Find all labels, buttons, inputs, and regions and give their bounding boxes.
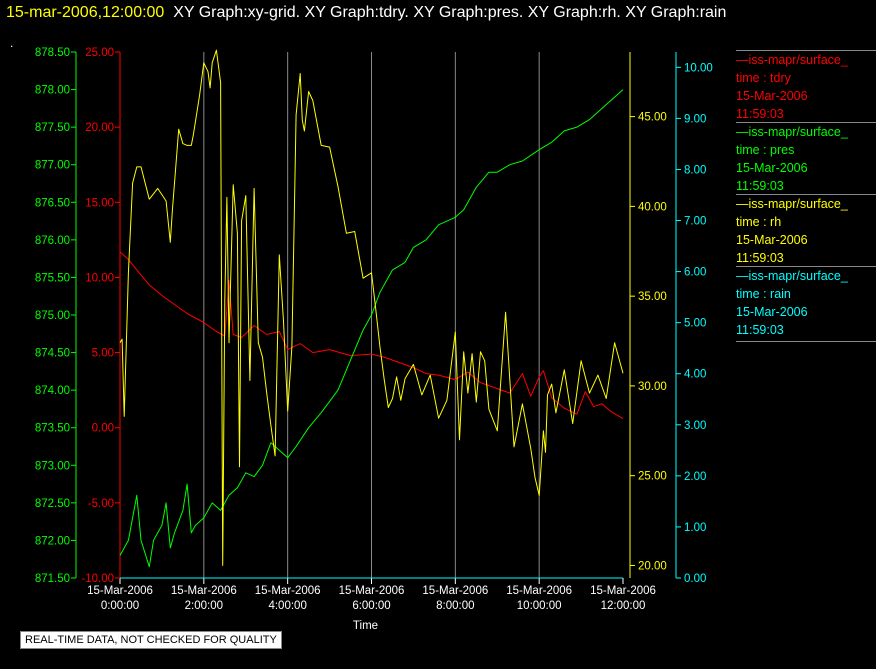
series-line-tdry (119, 251, 624, 420)
pres-tick-label: 873.50 (35, 423, 70, 435)
rain-tick-label: 2.00 (684, 471, 706, 483)
legend-time: 11:59:03 (736, 323, 784, 337)
pres-tick-label: 878.50 (35, 47, 70, 59)
tdry-tick-label: 10.00 (85, 272, 114, 284)
pres-tick-label: 876.00 (35, 235, 70, 247)
rh-tick-label: 20.00 (638, 560, 667, 572)
pres-tick-label: 872.50 (35, 498, 70, 510)
legend-entry-rain: —iss-mapr/surface_ time : rain 15-Mar-20… (736, 266, 876, 342)
rh-tick-label: 30.00 (638, 381, 667, 393)
tdry-tick-label: 0.00 (92, 423, 114, 435)
pres-tick-label: 871.50 (35, 573, 70, 585)
x-tick-label-date: 15-Mar-2006 (339, 585, 405, 597)
x-tick-label-date: 15-Mar-2006 (422, 585, 488, 597)
rh-tick-label: 25.00 (638, 471, 667, 483)
rain-tick-label: 4.00 (684, 369, 706, 381)
legend-date: 15-Mar-2006 (736, 305, 808, 319)
pres-tick-label: 874.50 (35, 348, 70, 360)
x-tick-label-date: 15-Mar-2006 (87, 585, 153, 597)
rain-tick-label: 10.00 (684, 62, 713, 74)
pres-tick-label: 876.50 (35, 197, 70, 209)
pres-tick-label: 875.50 (35, 272, 70, 284)
legend-date: 15-Mar-2006 (736, 161, 808, 175)
legend-source: —iss-mapr/surface_ (736, 53, 848, 67)
legend-entry-tdry: —iss-mapr/surface_ time : tdry 15-Mar-20… (736, 50, 876, 123)
rain-tick-label: 0.00 (684, 573, 706, 585)
legend-date: 15-Mar-2006 (736, 233, 808, 247)
pres-tick-label: 878.00 (35, 85, 70, 97)
legend-entry-rh: —iss-mapr/surface_ time : rh 15-Mar-2006… (736, 194, 876, 267)
rh-tick-label: 40.00 (638, 201, 667, 213)
legend-time: 11:59:03 (736, 179, 784, 193)
pres-tick-label: 872.00 (35, 535, 70, 547)
title-graphs: XY Graph:xy-grid. XY Graph:tdry. XY Grap… (173, 4, 727, 21)
x-tick-label-time: 12:00:00 (601, 600, 646, 612)
tdry-tick-label: 5.00 (92, 348, 114, 360)
legend-field: time : pres (736, 143, 795, 157)
pres-tick-label: 874.00 (35, 385, 70, 397)
rain-tick-label: 6.00 (684, 267, 706, 279)
x-tick-label-date: 15-Mar-2006 (590, 585, 656, 597)
x-axis-label: Time (353, 620, 378, 632)
rh-tick-label: 45.00 (638, 112, 667, 124)
x-tick-label-date: 15-Mar-2006 (255, 585, 321, 597)
legend-field: time : tdry (736, 71, 791, 85)
pres-tick-label: 877.50 (35, 122, 70, 134)
tdry-tick-label: 15.00 (85, 197, 114, 209)
legend-time: 11:59:03 (736, 251, 784, 265)
x-tick-label-date: 15-Mar-2006 (171, 585, 237, 597)
tdry-tick-label: -5.00 (88, 498, 114, 510)
rain-tick-label: 3.00 (684, 420, 706, 432)
x-tick-label-time: 10:00:00 (517, 600, 562, 612)
legend-source: —iss-mapr/surface_ (736, 197, 848, 211)
rain-tick-label: 8.00 (684, 164, 706, 176)
tdry-tick-label: 25.00 (85, 47, 114, 59)
legend-time: 11:59:03 (736, 107, 784, 121)
x-tick-label-time: 4:00:00 (268, 600, 306, 612)
x-tick-label-time: 6:00:00 (352, 600, 390, 612)
rh-tick-label: 35.00 (638, 291, 667, 303)
legend-entry-pres: —iss-mapr/surface_ time : pres 15-Mar-20… (736, 122, 876, 195)
dot-marker: . (10, 36, 14, 50)
rain-tick-label: 9.00 (684, 113, 706, 125)
tdry-tick-label: -10.00 (81, 573, 114, 585)
x-tick-label-time: 0:00:00 (101, 600, 139, 612)
legend-field: time : rh (736, 215, 782, 229)
rain-tick-label: 7.00 (684, 216, 706, 228)
series-line-rh (119, 49, 624, 566)
quality-notice: REAL-TIME DATA, NOT CHECKED FOR QUALITY (20, 631, 282, 649)
rain-tick-label: 5.00 (684, 318, 706, 330)
tdry-tick-label: 20.00 (85, 122, 114, 134)
chart-title: 15-mar-2006,12:00:00 XY Graph:xy-grid. X… (6, 4, 726, 22)
pres-tick-label: 873.00 (35, 460, 70, 472)
series-line-pres (119, 89, 624, 568)
legend-source: —iss-mapr/surface_ (736, 269, 848, 283)
pres-tick-label: 877.00 (35, 160, 70, 172)
x-tick-label-date: 15-Mar-2006 (506, 585, 572, 597)
rain-tick-label: 1.00 (684, 522, 706, 534)
x-tick-label-time: 2:00:00 (185, 600, 223, 612)
legend-field: time : rain (736, 287, 791, 301)
title-date: 15-mar-2006,12:00:00 (6, 4, 165, 21)
legend-source: —iss-mapr/surface_ (736, 125, 848, 139)
x-tick-label-time: 8:00:00 (436, 600, 474, 612)
legend-date: 15-Mar-2006 (736, 89, 808, 103)
pres-tick-label: 875.00 (35, 310, 70, 322)
